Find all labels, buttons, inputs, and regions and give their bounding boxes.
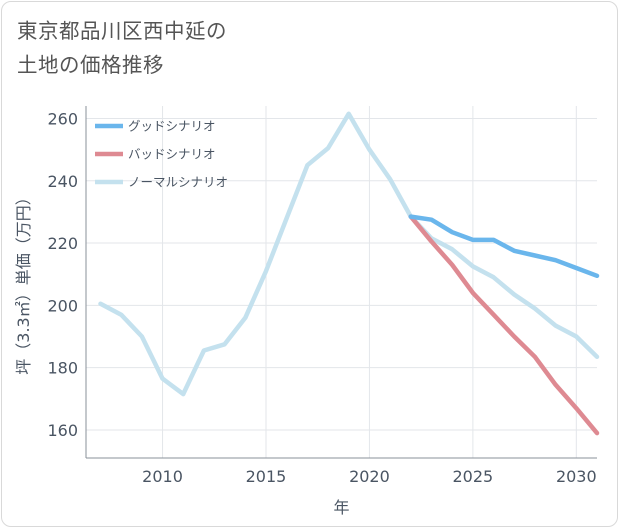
- y-tick-label: 160: [47, 421, 78, 440]
- series-line: [98, 111, 600, 397]
- chart-title-line2: 土地の価格推移: [17, 53, 164, 77]
- y-tick-label: 180: [47, 359, 78, 378]
- x-tick-label: 2015: [246, 467, 287, 486]
- y-tick-label: 260: [47, 109, 78, 128]
- legend-item[interactable]: グッドシナリオ: [95, 119, 216, 134]
- y-tick-label: 220: [47, 234, 78, 253]
- series-line: [408, 214, 600, 436]
- y-tick-label: 200: [47, 296, 78, 315]
- chart-title-line1: 東京都品川区西中延の: [17, 19, 227, 43]
- chart-title: 東京都品川区西中延の 土地の価格推移: [17, 14, 437, 82]
- x-tick-label: 2025: [453, 467, 494, 486]
- legend-label: グッドシナリオ: [128, 119, 216, 134]
- legend-item[interactable]: バッドシナリオ: [95, 147, 216, 162]
- tick-labels: 160 180 200 220 240 260 2010 2015 2020 2025 2030: [47, 109, 596, 486]
- y-tick-label: 240: [47, 172, 78, 191]
- series-lines: [98, 111, 600, 436]
- legend-label: バッドシナリオ: [128, 147, 216, 162]
- x-tick-label: 2030: [556, 467, 597, 486]
- axes: [85, 106, 597, 459]
- legend-label: ノーマルシナリオ: [128, 175, 228, 190]
- x-tick-label: 2010: [142, 467, 183, 486]
- legend-item[interactable]: ノーマルシナリオ: [95, 175, 228, 190]
- grid-lines: [86, 106, 597, 458]
- y-axis-title: 坪（3.3㎡）単価（万円）: [14, 189, 33, 374]
- x-axis-title: 年: [333, 498, 349, 517]
- x-tick-label: 2020: [349, 467, 390, 486]
- series-line: [408, 214, 600, 279]
